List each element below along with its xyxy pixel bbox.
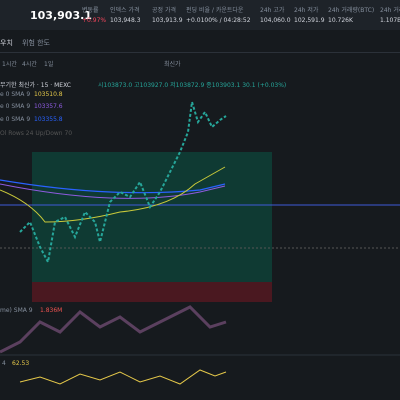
sma-line [0, 179, 226, 194]
sma-label: e 0 SMA 9 [0, 116, 31, 123]
legend-ohlc: 시103873.0 고103927.0 저103872.9 종103903.1 … [98, 82, 287, 89]
sma-value: 103355.8 [34, 116, 63, 123]
stat-label: 공정 가격 [152, 7, 176, 14]
volume-label: me) SMA 9 [0, 307, 33, 314]
vrvp-label: Ol Rows 24 Up/Down 70 [0, 130, 73, 137]
value-area-low [32, 282, 272, 302]
sma-value: 103357.6 [34, 103, 63, 110]
top-bar [0, 0, 400, 30]
stat-value: 104,060.0 [260, 17, 291, 24]
sma-label: e 0 SMA 9 [0, 103, 31, 110]
stat-label: 펀딩 비율 / 카운트다운 [186, 7, 244, 14]
tab[interactable]: 우치 [0, 39, 13, 47]
stat-value: +0.97% [82, 17, 107, 24]
sma-value: 103510.8 [34, 91, 63, 98]
interval[interactable]: 1시간 [2, 61, 17, 68]
stat-label: 24h 거래량(BTC) [328, 7, 375, 14]
stat-value: +0.0100% / 04:28:52 [186, 17, 251, 24]
candles [19, 101, 227, 266]
stat-label: 24h 저가 [294, 7, 319, 14]
rsi [19, 369, 227, 385]
divider [0, 52, 400, 53]
stat-value: 103,913.9 [152, 17, 183, 24]
sma-line [0, 183, 226, 199]
value-area [32, 152, 272, 282]
last-price: 103,903.1 [30, 9, 92, 22]
stat-label: 변동률 [82, 7, 99, 14]
stat-label: 인덱스 가격 [110, 7, 140, 14]
stat-label: 24h 고가 [260, 7, 285, 14]
stat-value: 103,948.3 [110, 17, 141, 24]
price-type[interactable]: 최신가 [164, 61, 181, 68]
chart [0, 101, 400, 385]
sma-line [0, 166, 226, 223]
stat-value: 102,591.9 [294, 17, 325, 24]
rsi-label: 4 [2, 360, 6, 367]
stat-label: 24h 거래 [380, 7, 400, 14]
sma-label: e 0 SMA 9 [0, 91, 31, 98]
volume [0, 305, 227, 354]
rsi-value: 62.53 [12, 360, 30, 367]
legend-title: 무기한 최신가 · 15 · MEXC [0, 82, 71, 89]
interval[interactable]: 1일 [44, 61, 54, 68]
stat-value: 10.726K [328, 17, 353, 24]
tab[interactable]: 위험 한도 [22, 39, 50, 47]
volume-value: 1.836M [40, 307, 63, 314]
stat-value: 1.107B [380, 17, 400, 24]
interval[interactable]: 4시간 [22, 61, 37, 68]
